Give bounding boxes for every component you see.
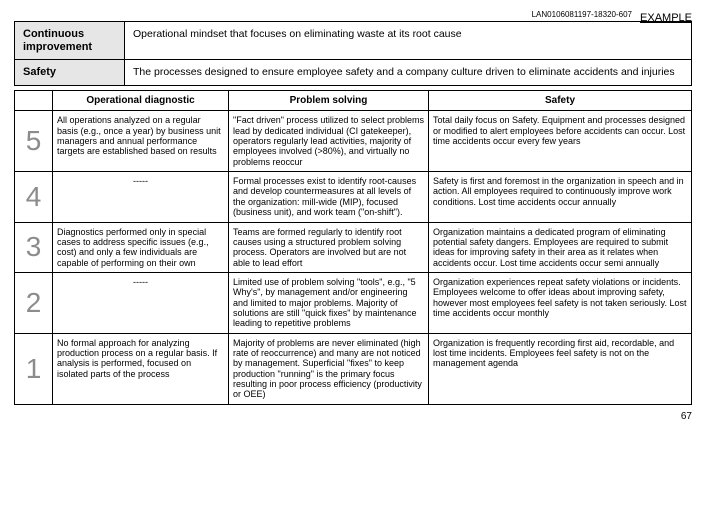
- cell-diagnostic: -----: [53, 273, 229, 334]
- cell-safety: Safety is first and foremost in the orga…: [429, 172, 691, 222]
- col-header-safety: Safety: [429, 91, 691, 112]
- level-number: 4: [15, 172, 53, 222]
- definition-term: Safety: [15, 60, 125, 85]
- page-wrap: LAN0106081197-18320-607 EXAMPLE Continuo…: [14, 10, 692, 422]
- cell-diagnostic: -----: [53, 172, 229, 222]
- col-header-diagnostic: Operational diagnostic: [53, 91, 229, 112]
- definition-term: Continuous improvement: [15, 22, 125, 59]
- col-header-problem-solving: Problem solving: [229, 91, 429, 112]
- cell-safety: Total daily focus on Safety. Equipment a…: [429, 111, 691, 172]
- definition-body: The processes designed to ensure employe…: [125, 60, 691, 85]
- level-number: 1: [15, 334, 53, 405]
- rubric-table: Operational diagnostic Problem solving S…: [14, 90, 692, 405]
- cell-diagnostic: All operations analyzed on a regular bas…: [53, 111, 229, 172]
- level-number: 5: [15, 111, 53, 172]
- top-bar: LAN0106081197-18320-607: [14, 10, 692, 19]
- document-id: LAN0106081197-18320-607: [532, 10, 632, 19]
- level-number: 3: [15, 223, 53, 273]
- col-header-blank: [15, 91, 53, 112]
- cell-problem-solving: Limited use of problem solving "tools", …: [229, 273, 429, 334]
- level-number: 2: [15, 273, 53, 334]
- cell-problem-solving: Teams are formed regularly to identify r…: [229, 223, 429, 273]
- cell-diagnostic: Diagnostics performed only in special ca…: [53, 223, 229, 273]
- cell-problem-solving: "Fact driven" process utilized to select…: [229, 111, 429, 172]
- definitions-box: Continuous improvement Operational minds…: [14, 21, 692, 86]
- definition-body: Operational mindset that focuses on elim…: [125, 22, 691, 59]
- definition-row: Continuous improvement Operational minds…: [15, 22, 691, 59]
- page-number: 67: [14, 411, 692, 422]
- cell-problem-solving: Majority of problems are never eliminate…: [229, 334, 429, 405]
- cell-safety: Organization is frequently recording fir…: [429, 334, 691, 405]
- cell-safety: Organization experiences repeat safety v…: [429, 273, 691, 334]
- cell-problem-solving: Formal processes exist to identify root-…: [229, 172, 429, 222]
- cell-diagnostic: No formal approach for analyzing product…: [53, 334, 229, 405]
- cell-safety: Organization maintains a dedicated progr…: [429, 223, 691, 273]
- definition-row: Safety The processes designed to ensure …: [15, 59, 691, 85]
